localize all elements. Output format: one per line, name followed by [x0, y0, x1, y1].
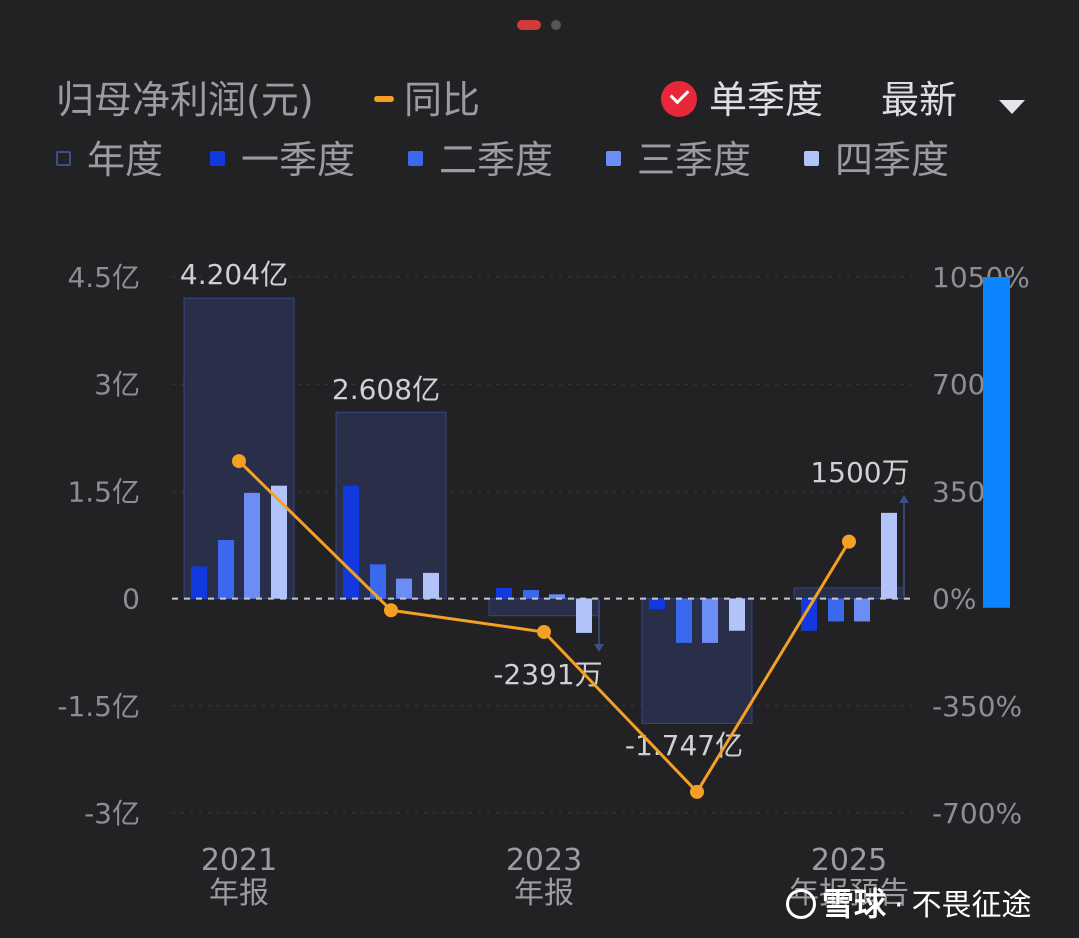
y-left-tick-label: 0 [122, 583, 140, 616]
legend-swatch [804, 151, 819, 166]
quarter-bar [549, 594, 565, 599]
legend-swatch [56, 151, 71, 166]
quarter-bar [191, 566, 207, 599]
legend-item-annual[interactable]: 年度 [56, 136, 163, 184]
chart-header: 归母净利润(元) 同比 单季度 最新 [56, 74, 1039, 130]
y-right-tick-label: -700% [932, 797, 1022, 830]
yoy-legend: 同比 [374, 74, 480, 126]
quarter-bar [343, 485, 359, 599]
legend-item-q1[interactable]: 一季度 [210, 136, 355, 184]
yoy-legend-label: 同比 [404, 78, 481, 122]
yoy-line-swatch [374, 95, 394, 102]
y-left-tick-label: 3亿 [94, 368, 140, 401]
quarter-bar [801, 598, 817, 631]
x-tick-label: 2023 [506, 843, 582, 878]
x-tick-label: 年报 [514, 876, 574, 911]
period-select[interactable]: 最新 [881, 74, 957, 126]
legend-item-q2[interactable]: 二季度 [408, 136, 553, 184]
x-tick-label: 2025 [811, 843, 887, 878]
value-arrow-head [899, 495, 909, 503]
single-quarter-label: 单季度 [709, 78, 824, 122]
quarter-bar [370, 564, 386, 599]
page-dot-active[interactable] [517, 20, 541, 30]
y-right-tick-label: 0% [932, 583, 976, 616]
legend-label: 四季度 [835, 138, 950, 182]
quarter-bar [702, 598, 718, 643]
quarter-bar [218, 539, 234, 599]
quarter-bar [854, 598, 870, 622]
quarter-bar [828, 598, 844, 622]
quarter-bar [396, 578, 412, 599]
value-arrow-head [594, 644, 604, 652]
watermark-separator: · [894, 888, 904, 923]
yoy-point [232, 454, 246, 469]
check-icon [661, 80, 697, 117]
legend-label: 年度 [87, 138, 164, 182]
quarter-bar [423, 572, 439, 599]
chart-title: 归母净利润(元) [56, 78, 314, 122]
y-left-tick-label: -3亿 [84, 797, 140, 830]
legend-swatch [606, 151, 621, 166]
quarter-bar [576, 598, 592, 633]
quarter-bar [271, 485, 287, 599]
quarter-bar [729, 598, 745, 631]
yoy-point [690, 784, 704, 799]
annual-value-label: 2.608亿 [332, 373, 440, 406]
quarter-bar [676, 598, 692, 643]
quarter-bar [496, 587, 512, 599]
y-right-tick-label: 350 [932, 475, 985, 508]
watermark-brand: 雪球 [822, 885, 887, 923]
snowball-logo-icon [786, 888, 816, 919]
yoy-point [537, 624, 551, 639]
right-axis-bar [983, 277, 1010, 608]
annual-value-label: 1500万 [810, 456, 909, 489]
legend-label: 二季度 [439, 138, 554, 182]
watermark-author: 不畏征途 [911, 888, 1032, 923]
legend-label: 三季度 [637, 138, 752, 182]
legend-item-q3[interactable]: 三季度 [606, 136, 751, 184]
page-dot[interactable] [551, 20, 561, 30]
x-tick-label: 2021 [201, 843, 277, 878]
y-right-tick-label: -350% [932, 690, 1022, 723]
period-select-value: 最新 [881, 78, 958, 122]
yoy-point [384, 603, 398, 618]
quarter-bar [244, 492, 260, 599]
legend-label: 一季度 [241, 138, 356, 182]
legend-item-q4[interactable]: 四季度 [804, 136, 949, 184]
watermark: 雪球 · 不畏征途 [786, 884, 1032, 924]
yoy-point [842, 534, 856, 549]
y-left-tick-label: 4.5亿 [67, 261, 140, 294]
chevron-down-icon[interactable] [999, 100, 1025, 114]
y-right-tick-label: 1050% [932, 261, 1030, 294]
annual-value-label: 4.204亿 [180, 258, 288, 291]
quarter-bar [649, 598, 665, 610]
y-left-tick-label: 1.5亿 [67, 475, 140, 508]
legend-swatch [408, 151, 423, 166]
quarter-bar [523, 590, 539, 599]
x-tick-label: 年报 [209, 876, 269, 911]
y-right-tick-label: 700 [932, 368, 985, 401]
single-quarter-toggle[interactable]: 单季度 [661, 74, 823, 126]
quarter-bar [881, 512, 897, 599]
legend-swatch [210, 151, 225, 166]
y-left-tick-label: -1.5亿 [57, 690, 140, 723]
